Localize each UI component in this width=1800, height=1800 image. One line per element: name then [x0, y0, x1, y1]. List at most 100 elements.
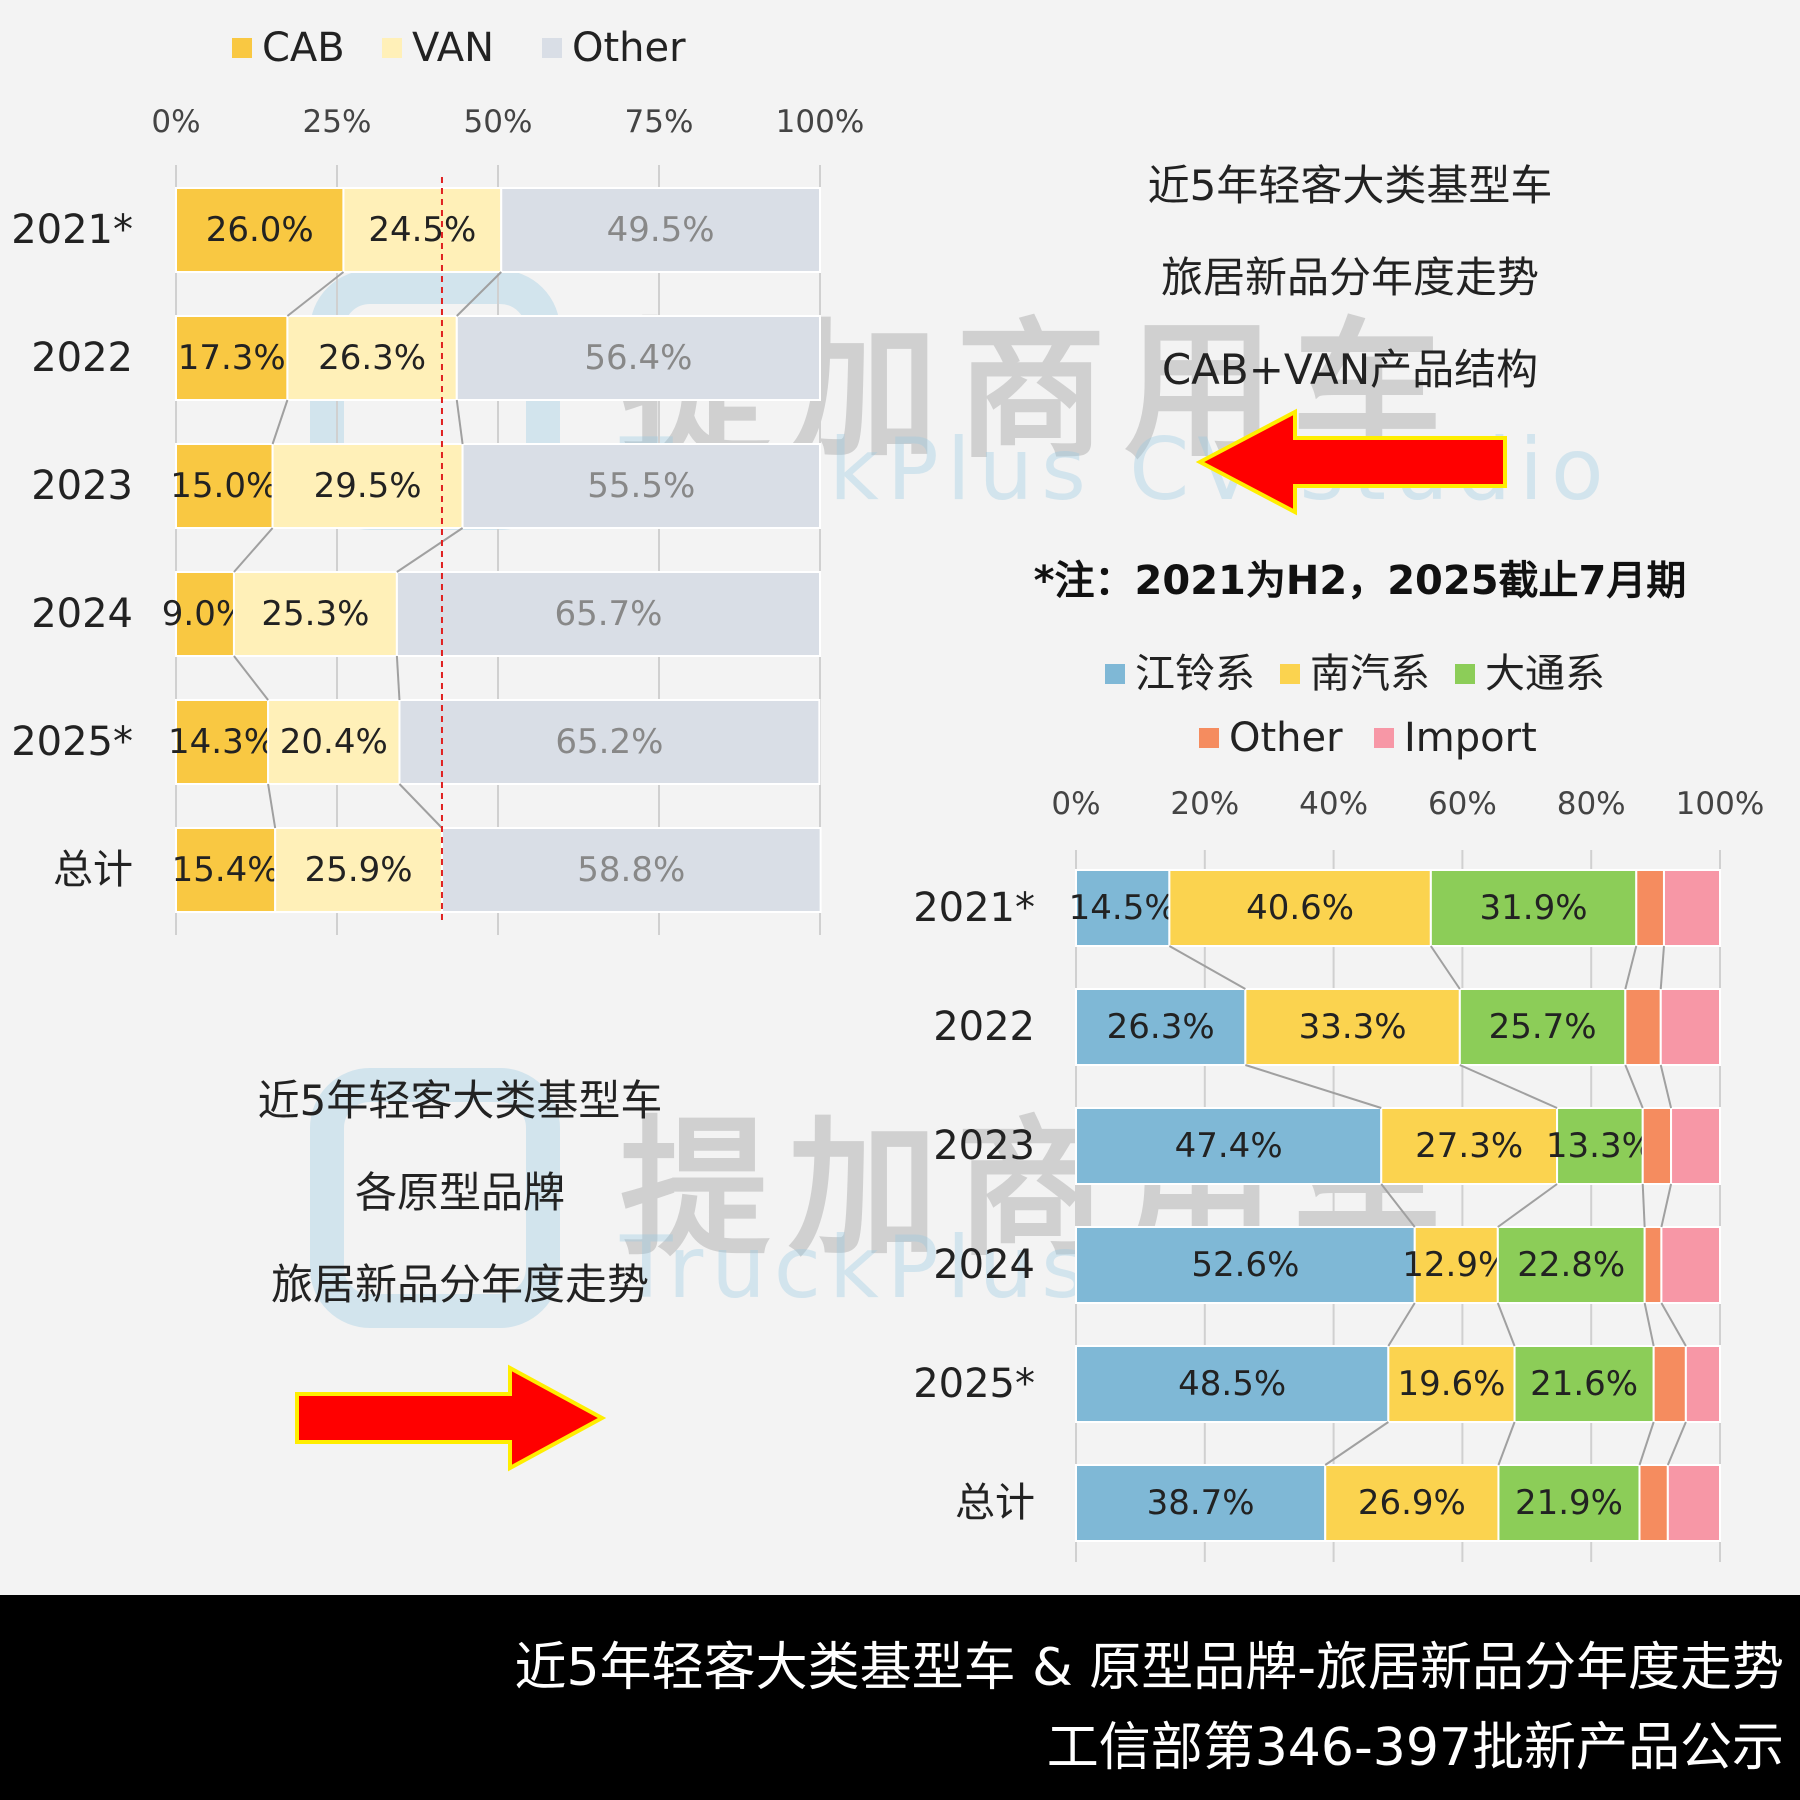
caption-line: 旅居新品分年度走势: [270, 1260, 649, 1309]
category-label: 2022: [933, 1004, 1035, 1050]
caption-line: 近5年轻客大类基型车: [1147, 161, 1553, 210]
data-label: 47.4%: [1175, 1126, 1283, 1166]
tick-label: 25%: [303, 104, 372, 140]
series-connector: [398, 783, 443, 829]
tick-label: 80%: [1557, 786, 1626, 822]
data-label: 17.3%: [178, 338, 286, 378]
bar-Other-2025*: [398, 699, 821, 785]
series-connector: [1659, 1064, 1673, 1109]
series-connector: [1666, 1421, 1687, 1466]
bar-VAN-2021*: [342, 187, 503, 273]
data-label: 25.3%: [261, 594, 369, 634]
series-connector: [1387, 1302, 1416, 1347]
bar-江铃系-2025*: [1075, 1345, 1390, 1423]
data-label: 20.4%: [280, 722, 388, 762]
series-connector: [267, 783, 277, 829]
caption-line: 旅居新品分年度走势: [1160, 253, 1539, 302]
legend-swatch-江铃系: [1105, 664, 1125, 684]
tick-label: 50%: [464, 104, 533, 140]
chart2-caption: 近5年轻客大类基型车 各原型品牌 旅居新品分年度走势: [170, 1055, 750, 1331]
series-connector: [456, 271, 502, 317]
bar-Other-2024: [395, 571, 821, 657]
arrows: [295, 408, 1507, 1472]
data-label: 15.0%: [170, 466, 278, 506]
tick-label: 40%: [1299, 786, 1368, 822]
chart-cab-van-structure: 0% 25% 50% 75% 100% 26.0% 24.5% 49.5% 2021* 17.3%…: [11, 25, 864, 935]
data-label: 21.9%: [1515, 1483, 1623, 1523]
bar-南汽系-2021*: [1168, 869, 1432, 947]
legend-swatch-Import: [1374, 728, 1394, 748]
bar-南汽系-2024: [1413, 1226, 1499, 1304]
bar-大通系-2025*: [1513, 1345, 1655, 1423]
tick-label: 75%: [625, 104, 694, 140]
arrow-right-icon: [295, 1364, 607, 1472]
caption-line: 各原型品牌: [354, 1168, 565, 1217]
series-connector: [1430, 945, 1461, 990]
bar-VAN-总计: [274, 827, 443, 913]
chart1-caption: 近5年轻客大类基型车 旅居新品分年度走势 CAB+VAN产品结构: [1070, 140, 1630, 416]
data-label: 56.4%: [584, 338, 692, 378]
bar-Import-2021*: [1662, 869, 1722, 947]
data-label: 21.6%: [1530, 1364, 1638, 1404]
legend-label: 南汽系: [1310, 651, 1430, 697]
bar-Other-2021*: [1635, 869, 1665, 947]
data-label: 14.3%: [168, 722, 276, 762]
bar-Other-2022: [1624, 988, 1662, 1066]
bar-VAN-2025*: [267, 699, 401, 785]
bar-Other-2024: [1643, 1226, 1663, 1304]
series-connector: [233, 655, 269, 701]
chart-brand-structure: 0% 20% 40% 60% 80% 100% 14.5% 40.6% 31.9% 2021* 26…: [913, 651, 1764, 1562]
category-label: 2024: [933, 1242, 1035, 1288]
data-label: 55.5%: [587, 466, 695, 506]
data-label: 12.9%: [1402, 1245, 1510, 1285]
series-connector: [455, 399, 464, 445]
data-label: 25.9%: [305, 850, 413, 890]
series-connector: [1659, 945, 1665, 990]
bar-江铃系-2021*: [1075, 869, 1171, 947]
data-label: 19.6%: [1397, 1364, 1505, 1404]
data-label: 26.3%: [318, 338, 426, 378]
data-label: 24.5%: [368, 210, 476, 250]
caption-line: CAB+VAN产品结构: [1161, 345, 1539, 394]
series-connector: [1660, 1302, 1687, 1347]
data-label: 27.3%: [1415, 1126, 1523, 1166]
bar-Import-2024: [1660, 1226, 1721, 1304]
series-connector: [1459, 1064, 1558, 1109]
series-connector: [286, 271, 345, 317]
bar-CAB-总计: [175, 827, 277, 913]
series-connector: [1643, 1302, 1655, 1347]
bar-CAB-2025*: [175, 699, 270, 785]
series-connector: [271, 399, 289, 445]
series-connector: [1380, 1183, 1416, 1228]
footnote: *注：2021为H2，2025截止7月期: [1033, 558, 1687, 604]
series-connector: [233, 527, 274, 573]
bar-Other-2023: [461, 443, 821, 529]
legend-label: Other: [1229, 715, 1343, 761]
legend-label: 大通系: [1485, 651, 1605, 697]
tick-label: 60%: [1428, 786, 1497, 822]
footer-source: 工信部第346-397批新产品公示: [1046, 1718, 1784, 1778]
data-label: 26.3%: [1107, 1007, 1215, 1047]
footer-banner: 近5年轻客大类基型车 & 原型品牌-旅居新品分年度走势 工信部第346-397批…: [0, 1595, 1800, 1800]
legend-swatch-Other: [542, 38, 562, 58]
series-connector: [395, 655, 401, 701]
legend-label: 江铃系: [1135, 651, 1255, 697]
category-label: 2022: [31, 335, 133, 381]
category-label: 总计: [955, 1480, 1035, 1526]
series-connector: [1168, 945, 1246, 990]
series-connector: [1660, 1183, 1673, 1228]
data-label: 26.0%: [206, 210, 314, 250]
data-label: 31.9%: [1480, 888, 1588, 928]
bar-VAN-2024: [232, 571, 398, 657]
data-label: 25.7%: [1489, 1007, 1597, 1047]
bar-江铃系-2024: [1075, 1226, 1416, 1304]
footer-title: 近5年轻客大类基型车 & 原型品牌-旅居新品分年度走势: [514, 1638, 1784, 1698]
data-label: 26.9%: [1358, 1483, 1466, 1523]
bar-大通系-2022: [1458, 988, 1627, 1066]
bar-江铃系-2022: [1075, 988, 1247, 1066]
data-label: 40.6%: [1246, 888, 1354, 928]
legend-label: Import: [1404, 715, 1537, 761]
data-label: 52.6%: [1191, 1245, 1299, 1285]
category-label: 2024: [31, 591, 133, 637]
bar-Import-2025*: [1684, 1345, 1722, 1423]
